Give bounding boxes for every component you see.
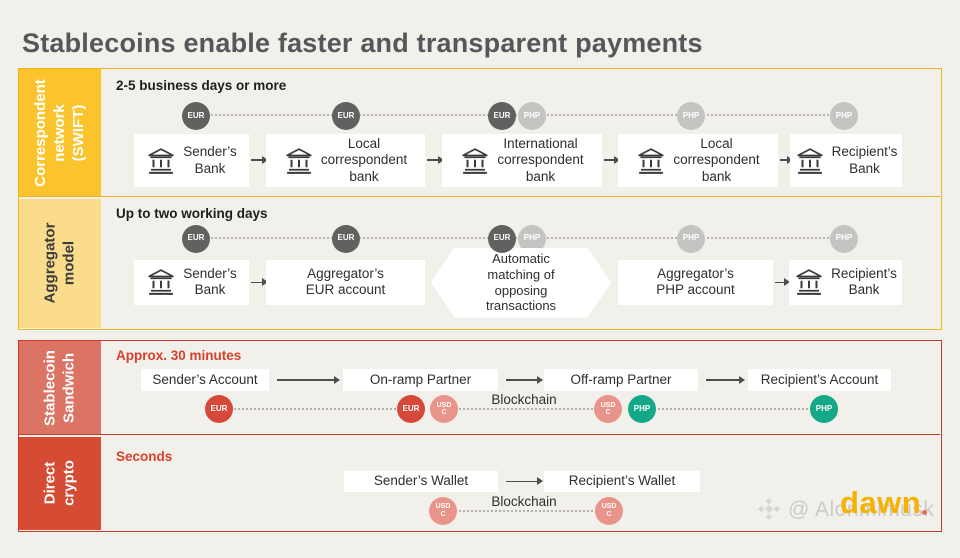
- flow-arrow: [251, 156, 268, 163]
- flow-arrow: [277, 376, 340, 383]
- flow-box-label: Sender’s Bank: [183, 144, 237, 176]
- flow-box-international-correspondent: International correspondent bank: [442, 134, 602, 187]
- flow-box-recipients-bank: Recipient’s Bank: [790, 134, 902, 187]
- currency-coin-eur: EUR: [182, 102, 210, 130]
- flow-box-recipients-bank: Recipient’s Bank: [789, 259, 902, 305]
- sidebar-direct: Direct crypto: [19, 436, 101, 530]
- flow-arrow: [780, 156, 793, 163]
- section-swift: Correspondent network (SWIFT) 2-5 busine…: [19, 69, 940, 197]
- currency-coin-usdc: USD C: [595, 496, 623, 525]
- flow-box-local-correspondent: Local correspondent bank: [266, 134, 425, 187]
- flow-box-label: Local correspondent bank: [320, 135, 408, 184]
- flow-arrow: [251, 278, 268, 285]
- flow-box-aggregator-php: Aggregator’s PHP account: [618, 259, 773, 305]
- flow-arrow: [706, 376, 745, 383]
- currency-coin-php: PHP: [810, 395, 838, 423]
- bank-icon: [462, 147, 489, 174]
- bank-icon: [796, 269, 822, 295]
- currency-coin-php: PHP: [830, 224, 858, 253]
- flow-box-label: Recipient’s Wallet: [568, 472, 676, 488]
- sidebar-swift-label: Correspondent network (SWIFT): [31, 78, 87, 187]
- sidebar-swift: Correspondent network (SWIFT): [19, 69, 101, 196]
- duration-swift: 2-5 business days or more: [116, 78, 287, 93]
- currency-coin-eur: EUR: [488, 102, 516, 130]
- group-stablecoin-rails: Stablecoin Sandwich Approx. 30 minutes S…: [18, 340, 942, 532]
- flow-box-label: Sender’s Wallet: [373, 472, 469, 488]
- flow-box-label: Aggregator’s PHP account: [656, 265, 735, 297]
- duration-sandwich: Approx. 30 minutes: [116, 348, 242, 363]
- flow-arrow: [427, 156, 444, 163]
- watermark-brand-dawn: dawn: [840, 485, 922, 520]
- flow-box-recipients-wallet: Recipient’s Wallet: [544, 470, 700, 492]
- sidebar-aggregator: Aggregator model: [19, 198, 101, 328]
- flow-box-label: Local correspondent bank: [673, 135, 760, 184]
- blockchain-label: Blockchain: [491, 392, 557, 407]
- blockchain-label: Blockchain: [491, 493, 557, 509]
- currency-coin-eur: EUR: [205, 395, 233, 423]
- flow-arrow: [775, 278, 790, 285]
- flow-box-senders-account: Sender’s Account: [141, 369, 269, 391]
- section-sandwich: Stablecoin Sandwich Approx. 30 minutes S…: [19, 341, 940, 435]
- flow-box-recipients-account: Recipient’s Account: [748, 369, 891, 391]
- currency-coin-eur: EUR: [488, 224, 516, 253]
- watermark-brand-dot: [922, 510, 927, 515]
- section-aggregator: Aggregator model Up to two working days …: [19, 198, 940, 328]
- group-bank-rails: Correspondent network (SWIFT) 2-5 busine…: [18, 68, 942, 330]
- flow-arrow: [506, 477, 543, 484]
- currency-coin-eur: EUR: [182, 224, 210, 253]
- flow-box-label: Sender’s Account: [152, 371, 258, 387]
- bank-icon: [638, 147, 665, 174]
- currency-coin-eur: EUR: [397, 395, 425, 423]
- currency-coin-php: PHP: [628, 395, 656, 423]
- currency-coin-php: PHP: [677, 102, 705, 130]
- flow-box-offramp: Off-ramp Partner: [544, 369, 698, 391]
- slide: Stablecoins enable faster and transparen…: [18, 28, 956, 532]
- flow-box-local-correspondent-2: Local correspondent bank: [618, 134, 778, 187]
- section-direct: Direct crypto Seconds Sender’s Wallet Re…: [19, 436, 940, 530]
- flow-box-label: Recipient’s Account: [760, 371, 879, 387]
- flow-box-senders-wallet: Sender’s Wallet: [344, 470, 498, 492]
- dotted-connector: [642, 408, 824, 410]
- currency-coin-eur: EUR: [332, 102, 360, 130]
- flow-box-label: Recipient’s Bank: [831, 144, 898, 176]
- currency-coin-usdc: USD C: [429, 496, 457, 525]
- flow-box-label: On-ramp Partner: [369, 371, 472, 387]
- flow-box-label: Aggregator’s EUR account: [305, 265, 386, 297]
- currency-coin-php: PHP: [677, 224, 705, 253]
- sidebar-sandwich: Stablecoin Sandwich: [19, 341, 101, 434]
- flow-box-senders-bank: Sender’s Bank: [134, 259, 249, 305]
- currency-coin-usdc: USD C: [594, 395, 622, 423]
- duration-direct: Seconds: [116, 448, 173, 464]
- flow-box-onramp: On-ramp Partner: [343, 369, 498, 391]
- bank-icon: [286, 147, 312, 174]
- flow-box-label: Recipient’s Bank: [831, 265, 897, 297]
- dotted-connector: [443, 509, 609, 512]
- binance-diamond-icon: [758, 498, 780, 520]
- flow-arrow: [604, 156, 620, 163]
- flow-box-label: Sender’s Bank: [183, 265, 237, 297]
- watermark: @ Alonmimusk dawn: [756, 485, 956, 532]
- currency-coin-php: PHP: [518, 102, 546, 130]
- page-title: Stablecoins enable faster and transparen…: [22, 28, 703, 58]
- flow-box-label: Automatic matching of opposing transacti…: [485, 250, 557, 314]
- duration-aggregator: Up to two working days: [116, 205, 268, 221]
- dotted-connector: [444, 408, 608, 410]
- watermark-handle: @ Alonmimusk: [788, 498, 935, 521]
- flow-arrow: [506, 376, 543, 383]
- flow-box-label: Off-ramp Partner: [570, 371, 672, 387]
- sidebar-direct-label: Direct crypto: [41, 460, 77, 507]
- bank-icon: [148, 147, 174, 174]
- currency-coin-eur: EUR: [332, 224, 360, 253]
- bank-icon: [148, 269, 174, 295]
- bank-icon: [796, 147, 823, 174]
- flow-box-aggregator-eur: Aggregator’s EUR account: [266, 259, 425, 305]
- dotted-connector: [219, 408, 411, 410]
- currency-coin-php: PHP: [830, 102, 858, 130]
- flow-hexagon-matching: Automatic matching of opposing transacti…: [431, 247, 611, 318]
- currency-coin-usdc: USD C: [430, 395, 458, 423]
- flow-box-senders-bank: Sender’s Bank: [134, 134, 249, 187]
- flow-box-label: International correspondent bank: [497, 135, 584, 184]
